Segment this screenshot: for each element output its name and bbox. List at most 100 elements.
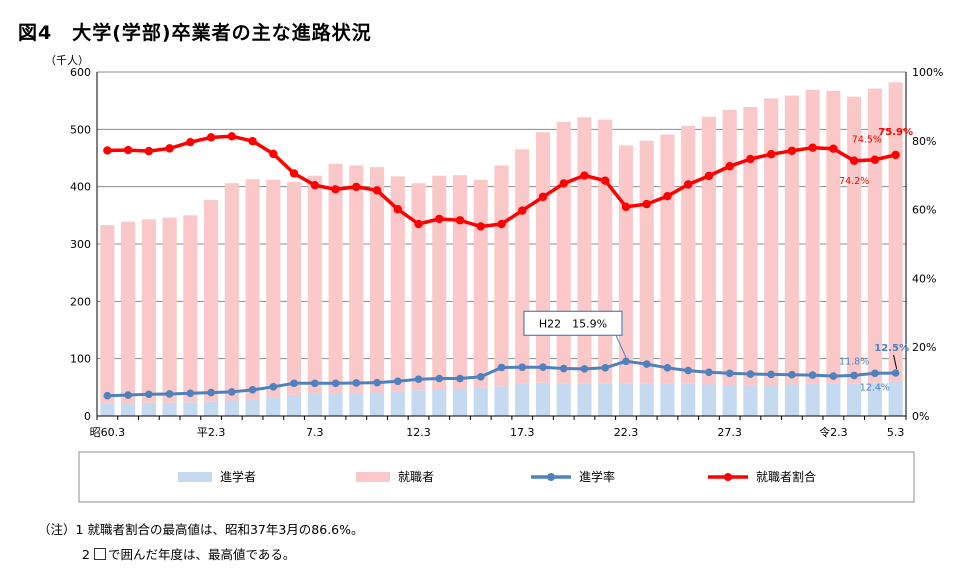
marker-shushokusha-wariai (103, 146, 112, 155)
legend-label: 就職者割合 (756, 469, 816, 484)
bar-shushokusha (473, 179, 488, 388)
x-tick-label: 昭60.3 (90, 426, 126, 439)
x-tick-label: 17.3 (510, 426, 535, 439)
annotation-label: 11.8% (839, 356, 869, 367)
bar-shushokusha (784, 95, 799, 385)
footnote-2-number: 2 (82, 547, 90, 562)
marker-shushokusha-wariai (621, 202, 631, 212)
marker-shingakuritsu (435, 374, 444, 383)
bar-shushokusha (639, 140, 654, 384)
marker-shushokusha-wariai (725, 162, 734, 171)
annotation-box (523, 310, 623, 336)
footnote-1-text: 就職者割合の最高値は、昭和37年3月の86.6%。 (87, 522, 364, 537)
bar-shingakusha (390, 391, 405, 416)
marker-shushokusha-wariai (310, 180, 320, 190)
marker-shingakuritsu (186, 389, 195, 398)
bar-shingakusha (764, 385, 779, 416)
bar-shingakusha (204, 401, 219, 416)
bar-shushokusha (660, 134, 675, 384)
marker-shingakuritsu (393, 377, 402, 386)
marker-shushokusha-wariai (870, 155, 880, 164)
left-tick-label: 600 (70, 66, 91, 79)
left-tick-label: 300 (70, 238, 91, 251)
x-tick-label: 7.3 (306, 426, 324, 439)
bar-shushokusha (369, 167, 385, 393)
legend-label: 就職者 (398, 470, 434, 484)
marker-shushokusha-wariai (227, 132, 237, 141)
marker-shingakuritsu (476, 372, 485, 381)
marker-shingakuritsu (829, 372, 838, 380)
marker-shingakuritsu (580, 365, 589, 373)
marker-shingakuritsu (269, 382, 278, 391)
legend-marker (547, 473, 555, 481)
bar-shingakusha (452, 388, 468, 416)
bar-shingakusha (245, 399, 260, 416)
bar-shushokusha (349, 165, 364, 394)
marker-shingakuritsu (414, 375, 423, 383)
chart-title: 図4 大学(学部)卒業者の主な進路状況 (18, 22, 372, 44)
bar-shushokusha (390, 176, 405, 392)
right-tick-label: 20% (912, 341, 936, 354)
marker-shingakuritsu (767, 370, 775, 379)
marker-shingakuritsu (207, 388, 215, 397)
bar-shingakusha (307, 393, 322, 416)
bar-shingakusha (639, 383, 654, 416)
marker-shushokusha-wariai (704, 171, 714, 181)
legend-label: 進学者 (220, 469, 256, 484)
bar-shushokusha (764, 98, 779, 386)
bar-shushokusha (515, 149, 530, 384)
bar-shingakusha (743, 385, 758, 416)
marker-shingakuritsu (311, 379, 319, 388)
footnote-prefix: （注）1 (38, 522, 84, 537)
bar-shushokusha (287, 182, 302, 395)
marker-shushokusha-wariai (642, 199, 651, 209)
marker-shushokusha-wariai (414, 219, 423, 229)
marker-shushokusha-wariai (580, 171, 589, 180)
right-tick-label: 60% (912, 204, 936, 217)
marker-shushokusha-wariai (435, 214, 444, 224)
bar-shushokusha (743, 106, 758, 386)
bar-shingakusha (515, 383, 530, 416)
marker-shushokusha-wariai (352, 182, 361, 192)
bar-shingakusha (183, 402, 198, 416)
marker-shushokusha-wariai (123, 145, 133, 155)
marker-shingakuritsu (705, 368, 713, 377)
footnote-2-text: で囲んだ年度は、最高値である。 (107, 547, 296, 562)
marker-shushokusha-wariai (829, 144, 838, 153)
bar-shushokusha (805, 89, 820, 384)
annotation-pointer (893, 354, 898, 370)
marker-shushokusha-wariai (289, 169, 299, 178)
annotation-label: 75.9% (878, 127, 913, 138)
right-tick-label: 0% (912, 410, 929, 423)
marker-shingakuritsu (290, 379, 298, 388)
marker-shushokusha-wariai (787, 146, 797, 155)
left-axis-unit: （千人） (45, 54, 89, 67)
marker-shingakuritsu (642, 360, 651, 368)
marker-shushokusha-wariai (683, 180, 693, 189)
annotation-label: 12.4% (860, 382, 890, 393)
marker-shingakuritsu (228, 388, 236, 396)
bar-shingakusha (224, 400, 239, 416)
marker-shingakuritsu (331, 379, 340, 388)
bar-shingakusha (349, 393, 364, 416)
left-tick-label: 100 (70, 353, 91, 366)
bar-shushokusha (121, 221, 136, 404)
bar-shingakusha (556, 383, 571, 416)
bar-shingakusha (121, 403, 136, 416)
x-tick-label: 平2.3 (197, 426, 226, 439)
bar-shingakusha (598, 383, 613, 416)
bar-shingakusha (826, 383, 841, 416)
marker-shushokusha-wariai (518, 206, 527, 215)
marker-shushokusha-wariai (393, 205, 402, 214)
bar-shushokusha (722, 109, 737, 386)
marker-shingakuritsu (725, 369, 734, 378)
footnote-1: （注）1 就職者割合の最高値は、昭和37年3月の86.6%。 (38, 519, 364, 538)
bar-shingakusha (266, 397, 281, 416)
bar-shushokusha (618, 145, 634, 384)
legend-swatch (178, 472, 212, 482)
bar-shingakusha (411, 390, 426, 416)
marker-shushokusha-wariai (601, 176, 610, 185)
marker-shushokusha-wariai (559, 179, 568, 188)
marker-shingakuritsu (373, 378, 381, 387)
marker-shingakuritsu (248, 386, 257, 394)
